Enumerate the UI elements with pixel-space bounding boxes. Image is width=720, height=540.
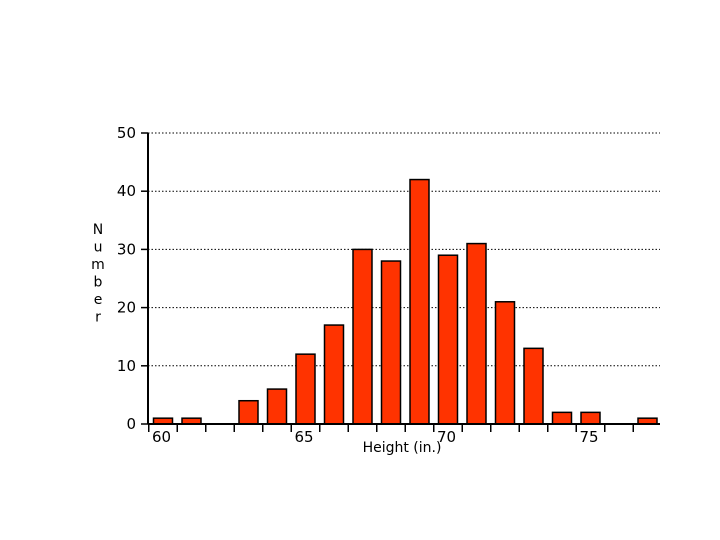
bar-66 [323, 324, 345, 425]
x-tick-label-65: 65 [295, 428, 314, 446]
y-tick-label-40: 40 [117, 182, 136, 200]
y-ticks: 0 10 20 30 40 50 [117, 124, 148, 433]
y-axis-label-letter: u [94, 240, 103, 256]
y-axis-label-letter: r [95, 310, 101, 326]
x-ticks: 60 65 70 75 [148, 424, 634, 446]
bar-74 [551, 411, 573, 425]
bar-73 [523, 347, 544, 425]
gridlines [148, 132, 660, 367]
bar-71 [466, 242, 487, 425]
y-axis-label-letter: e [94, 292, 103, 308]
x-tick-label-60: 60 [152, 428, 171, 446]
x-tick-label-70: 70 [437, 428, 456, 446]
x-axis-label: Height (in.) [363, 440, 442, 456]
bar-65 [295, 353, 316, 425]
y-tick-label-10: 10 [117, 357, 136, 375]
y-tick-label-30: 30 [117, 240, 136, 258]
bar-63 [238, 399, 259, 425]
y-tick-label-20: 20 [117, 299, 136, 317]
bar-70 [437, 254, 459, 425]
y-tick-label-50: 50 [117, 124, 136, 142]
bar-67 [352, 248, 373, 425]
bar-75 [580, 411, 601, 425]
bars [152, 178, 658, 425]
axes [147, 133, 660, 425]
bar-68 [380, 260, 402, 425]
bar-72 [494, 301, 516, 425]
y-axis-label-letter: m [91, 257, 105, 273]
y-tick-label-0: 0 [126, 415, 136, 433]
y-axis-label-letter: b [94, 275, 103, 291]
x-tick-label-75: 75 [580, 428, 599, 446]
y-axis-label-letter: N [93, 222, 103, 238]
bar-69 [409, 178, 430, 425]
bar-64 [266, 388, 288, 425]
